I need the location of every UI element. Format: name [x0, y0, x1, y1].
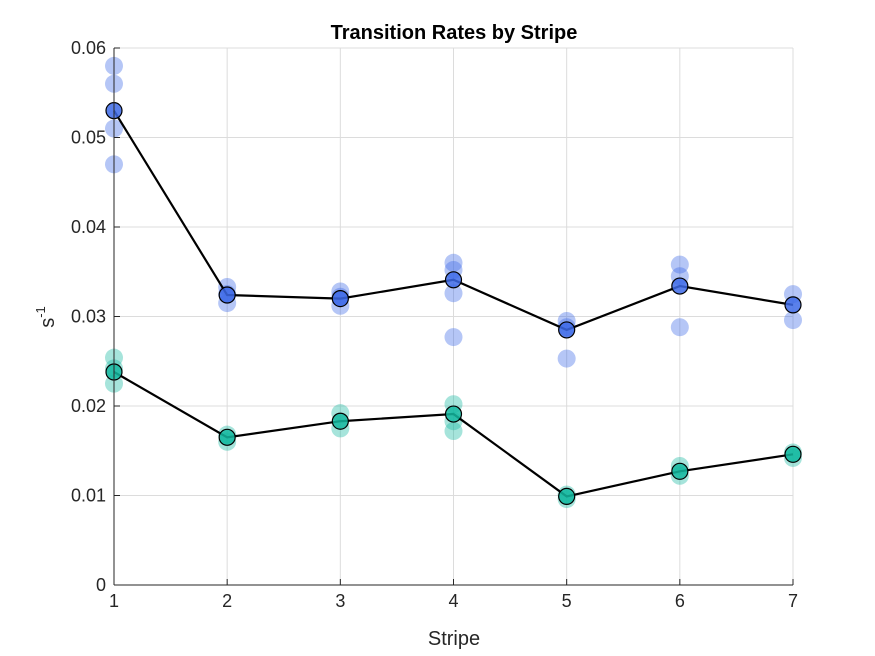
data-point: [784, 311, 802, 330]
data-point: [444, 284, 463, 303]
y-tick-label: 0: [96, 575, 106, 595]
mean-point: [444, 405, 463, 423]
mean-point: [784, 445, 802, 463]
grid: [113, 47, 794, 586]
tick-labels: 1 2 3 4 5 6 7 0 0.01 0.02 0.03 0.04 0.05 0.06: [71, 38, 798, 611]
x-tick-label: 7: [788, 591, 798, 611]
y-axis-label-exponent: -1: [33, 306, 48, 318]
mean-point: [558, 321, 576, 339]
y-tick-label: 0.01: [71, 486, 106, 506]
mean-point: [331, 290, 349, 308]
y-axis-label-base: s: [37, 318, 59, 328]
x-tick-label: 1: [109, 591, 119, 611]
data-point: [557, 349, 576, 368]
y-tick-label: 0.05: [71, 128, 106, 148]
mean-point: [558, 487, 576, 505]
x-tick-label: 3: [335, 591, 345, 611]
data-point: [444, 253, 463, 272]
data-point: [670, 318, 689, 337]
y-tick-label: 0.03: [71, 307, 106, 327]
data-point: [670, 255, 689, 274]
mean-point: [671, 277, 689, 295]
chart-title: Transition Rates by Stripe: [331, 22, 578, 44]
data-point: [444, 422, 463, 441]
mean-point: [784, 296, 802, 314]
mean-point: [331, 412, 349, 430]
mean-point: [218, 428, 236, 446]
x-axis-label: Stripe: [428, 628, 480, 650]
mean-point: [444, 271, 463, 289]
x-tick-label: 6: [675, 591, 685, 611]
axes: [113, 47, 794, 586]
data-point: [444, 328, 463, 347]
y-tick-label: 0.04: [71, 217, 106, 237]
x-tick-label: 4: [448, 591, 458, 611]
y-tick-label: 0.02: [71, 396, 106, 416]
y-axis-label: s-1: [33, 306, 59, 328]
mean-point: [671, 462, 689, 480]
y-tick-label: 0.06: [71, 38, 106, 58]
mean-point: [218, 286, 236, 304]
x-tick-label: 5: [562, 591, 572, 611]
x-tick-label: 2: [222, 591, 232, 611]
